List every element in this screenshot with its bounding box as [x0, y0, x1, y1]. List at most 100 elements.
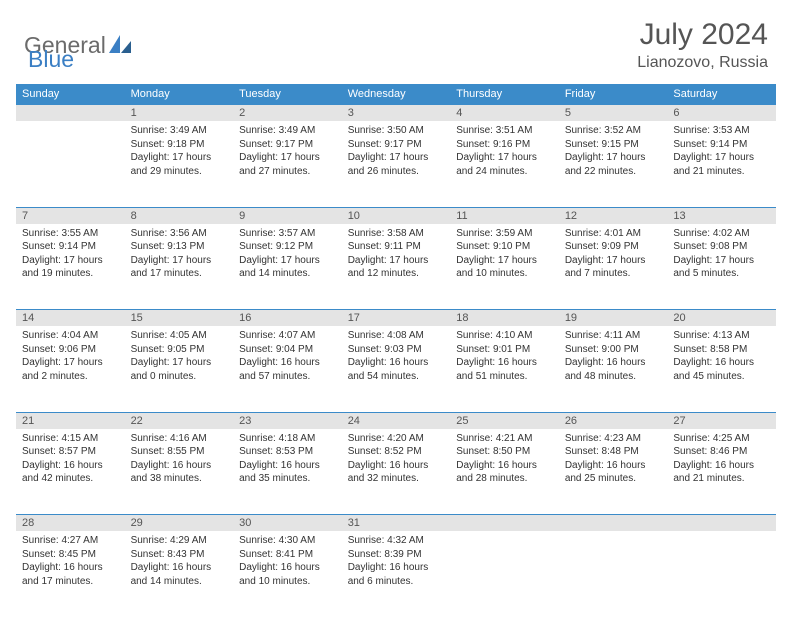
day1-text: Daylight: 16 hours — [565, 459, 662, 473]
sunrise-text: Sunrise: 4:27 AM — [22, 534, 119, 548]
day1-text: Daylight: 16 hours — [239, 459, 336, 473]
day-cell: Sunrise: 4:16 AMSunset: 8:55 PMDaylight:… — [125, 429, 234, 515]
sunrise-text: Sunrise: 4:20 AM — [348, 432, 445, 446]
sunset-text: Sunset: 9:18 PM — [131, 138, 228, 152]
sunset-text: Sunset: 9:13 PM — [131, 240, 228, 254]
day2-text: and 5 minutes. — [673, 267, 770, 281]
sunset-text: Sunset: 9:03 PM — [348, 343, 445, 357]
day2-text: and 2 minutes. — [22, 370, 119, 384]
sunrise-text: Sunrise: 3:51 AM — [456, 124, 553, 138]
week-row: Sunrise: 3:49 AMSunset: 9:18 PMDaylight:… — [16, 121, 776, 207]
day-cell — [559, 531, 668, 617]
day-cell: Sunrise: 4:10 AMSunset: 9:01 PMDaylight:… — [450, 326, 559, 412]
sunrise-text: Sunrise: 3:52 AM — [565, 124, 662, 138]
sunset-text: Sunset: 9:08 PM — [673, 240, 770, 254]
day-cell: Sunrise: 4:01 AMSunset: 9:09 PMDaylight:… — [559, 224, 668, 310]
day-number: 26 — [559, 412, 668, 429]
day1-text: Daylight: 16 hours — [131, 459, 228, 473]
sunrise-text: Sunrise: 3:50 AM — [348, 124, 445, 138]
day1-text: Daylight: 17 hours — [456, 151, 553, 165]
sunset-text: Sunset: 8:58 PM — [673, 343, 770, 357]
sunrise-text: Sunrise: 3:56 AM — [131, 227, 228, 241]
day-number: 6 — [667, 105, 776, 122]
day1-text: Daylight: 17 hours — [456, 254, 553, 268]
day-number: 28 — [16, 515, 125, 532]
day-cell: Sunrise: 3:49 AMSunset: 9:18 PMDaylight:… — [125, 121, 234, 207]
day-cell: Sunrise: 4:29 AMSunset: 8:43 PMDaylight:… — [125, 531, 234, 617]
sunrise-text: Sunrise: 4:18 AM — [239, 432, 336, 446]
day1-text: Daylight: 16 hours — [348, 561, 445, 575]
sunset-text: Sunset: 9:04 PM — [239, 343, 336, 357]
day2-text: and 42 minutes. — [22, 472, 119, 486]
sunrise-text: Sunrise: 3:55 AM — [22, 227, 119, 241]
day2-text: and 26 minutes. — [348, 165, 445, 179]
day2-text: and 25 minutes. — [565, 472, 662, 486]
day1-text: Daylight: 17 hours — [565, 151, 662, 165]
day-cell: Sunrise: 3:58 AMSunset: 9:11 PMDaylight:… — [342, 224, 451, 310]
sunset-text: Sunset: 9:16 PM — [456, 138, 553, 152]
day-number: 4 — [450, 105, 559, 122]
sunset-text: Sunset: 9:12 PM — [239, 240, 336, 254]
sunset-text: Sunset: 8:41 PM — [239, 548, 336, 562]
sunset-text: Sunset: 9:09 PM — [565, 240, 662, 254]
day-cell: Sunrise: 4:30 AMSunset: 8:41 PMDaylight:… — [233, 531, 342, 617]
sunrise-text: Sunrise: 4:11 AM — [565, 329, 662, 343]
day-number: 7 — [16, 207, 125, 224]
sunset-text: Sunset: 8:43 PM — [131, 548, 228, 562]
sunset-text: Sunset: 9:01 PM — [456, 343, 553, 357]
sunrise-text: Sunrise: 4:13 AM — [673, 329, 770, 343]
sail-icon — [109, 32, 131, 59]
week-row: Sunrise: 4:04 AMSunset: 9:06 PMDaylight:… — [16, 326, 776, 412]
day1-text: Daylight: 17 hours — [131, 151, 228, 165]
day-number: 29 — [125, 515, 234, 532]
sunset-text: Sunset: 9:17 PM — [348, 138, 445, 152]
day2-text: and 10 minutes. — [456, 267, 553, 281]
day2-text: and 32 minutes. — [348, 472, 445, 486]
day1-text: Daylight: 16 hours — [456, 356, 553, 370]
day-cell: Sunrise: 3:59 AMSunset: 9:10 PMDaylight:… — [450, 224, 559, 310]
day1-text: Daylight: 17 hours — [673, 151, 770, 165]
sunset-text: Sunset: 8:45 PM — [22, 548, 119, 562]
day-number: 24 — [342, 412, 451, 429]
day1-text: Daylight: 16 hours — [348, 356, 445, 370]
day1-text: Daylight: 16 hours — [22, 459, 119, 473]
sunset-text: Sunset: 9:11 PM — [348, 240, 445, 254]
day1-text: Daylight: 16 hours — [348, 459, 445, 473]
day-cell: Sunrise: 4:08 AMSunset: 9:03 PMDaylight:… — [342, 326, 451, 412]
day-number-row: 14151617181920 — [16, 310, 776, 327]
day2-text: and 28 minutes. — [456, 472, 553, 486]
day2-text: and 22 minutes. — [565, 165, 662, 179]
day-cell: Sunrise: 3:53 AMSunset: 9:14 PMDaylight:… — [667, 121, 776, 207]
day-cell: Sunrise: 3:57 AMSunset: 9:12 PMDaylight:… — [233, 224, 342, 310]
day1-text: Daylight: 16 hours — [131, 561, 228, 575]
sunrise-text: Sunrise: 3:53 AM — [673, 124, 770, 138]
day-number: 21 — [16, 412, 125, 429]
day2-text: and 0 minutes. — [131, 370, 228, 384]
day2-text: and 48 minutes. — [565, 370, 662, 384]
sunrise-text: Sunrise: 3:49 AM — [239, 124, 336, 138]
day1-text: Daylight: 17 hours — [131, 356, 228, 370]
day2-text: and 17 minutes. — [131, 267, 228, 281]
day-cell — [450, 531, 559, 617]
day-number: 5 — [559, 105, 668, 122]
day-cell: Sunrise: 4:32 AMSunset: 8:39 PMDaylight:… — [342, 531, 451, 617]
day-number — [667, 515, 776, 532]
day-cell: Sunrise: 4:27 AMSunset: 8:45 PMDaylight:… — [16, 531, 125, 617]
weekday-head: Friday — [559, 84, 668, 105]
sunset-text: Sunset: 9:06 PM — [22, 343, 119, 357]
sunrise-text: Sunrise: 3:49 AM — [131, 124, 228, 138]
sunrise-text: Sunrise: 4:16 AM — [131, 432, 228, 446]
sunrise-text: Sunrise: 4:23 AM — [565, 432, 662, 446]
day-cell: Sunrise: 4:05 AMSunset: 9:05 PMDaylight:… — [125, 326, 234, 412]
day-cell: Sunrise: 4:04 AMSunset: 9:06 PMDaylight:… — [16, 326, 125, 412]
day-number: 17 — [342, 310, 451, 327]
day2-text: and 19 minutes. — [22, 267, 119, 281]
sunset-text: Sunset: 8:46 PM — [673, 445, 770, 459]
sunset-text: Sunset: 9:14 PM — [673, 138, 770, 152]
day1-text: Daylight: 16 hours — [456, 459, 553, 473]
day-number: 11 — [450, 207, 559, 224]
day-number: 22 — [125, 412, 234, 429]
sunrise-text: Sunrise: 4:05 AM — [131, 329, 228, 343]
day-cell — [16, 121, 125, 207]
sunset-text: Sunset: 8:48 PM — [565, 445, 662, 459]
